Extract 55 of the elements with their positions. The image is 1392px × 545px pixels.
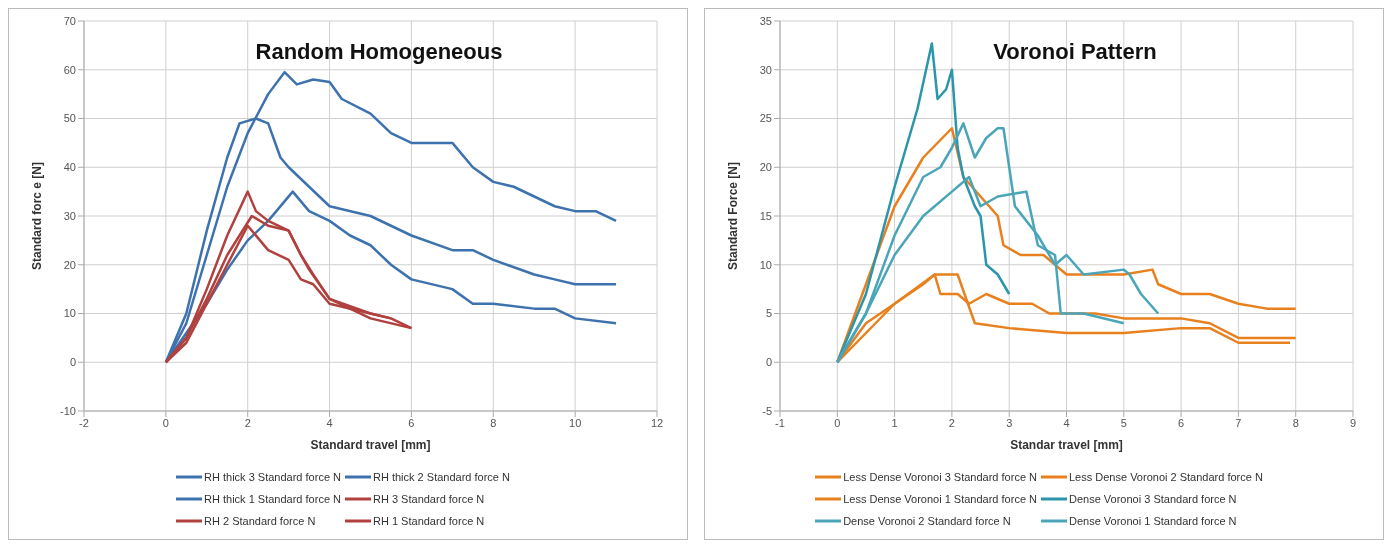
x-tick-label: 2 — [948, 416, 955, 429]
y-tick-label: 0 — [765, 356, 772, 369]
legend-label: RH 3 Standard force N — [373, 493, 485, 505]
x-axis-title: Standar travel [mm] — [1010, 438, 1123, 452]
x-tick-label: 4 — [1063, 416, 1070, 429]
y-axis-title: Standard Force [N] — [726, 161, 741, 271]
y-tick-label: 0 — [69, 356, 76, 369]
y-tick-label: 20 — [63, 258, 76, 271]
y-tick-label: 10 — [759, 258, 772, 271]
text: Random Homogeneous — [255, 39, 503, 64]
x-tick-label: 10 — [569, 416, 582, 429]
y-axis-title: Standard forc e [N] — [30, 161, 45, 271]
y-tick-label: 60 — [63, 63, 76, 76]
x-tick-label: 8 — [490, 416, 497, 429]
x-tick-label: 8 — [1292, 416, 1299, 429]
x-tick-label: 12 — [650, 416, 664, 429]
y-tick-label: 30 — [63, 209, 76, 222]
y-tick-label: -5 — [762, 404, 772, 417]
legend-label: RH thick 2 Standard force N — [373, 471, 510, 483]
y-tick-label: 30 — [759, 63, 772, 76]
legend-label: RH 1 Standard force N — [373, 515, 485, 527]
y-tick-label: 25 — [759, 112, 772, 125]
legend-label: RH thick 1 Standard force N — [204, 493, 341, 505]
y-tick-label: -10 — [60, 404, 76, 417]
y-tick-label: 35 — [759, 14, 772, 27]
y-tick-label: 5 — [765, 307, 772, 320]
y-tick-label: 40 — [63, 161, 76, 174]
x-tick-label: 6 — [1178, 416, 1185, 429]
x-tick-label: -2 — [79, 416, 89, 429]
legend-label: RH thick 3 Standard force N — [204, 471, 341, 483]
x-tick-label: 1 — [891, 416, 898, 429]
y-tick-label: 50 — [63, 112, 76, 125]
legend-label: Less Dense Voronoi 1 Standard force N — [843, 493, 1037, 505]
x-tick-label: 2 — [244, 416, 251, 429]
legend-label: Less Dense Voronoi 2 Standard force N — [1069, 471, 1263, 483]
x-tick-label: 7 — [1235, 416, 1242, 429]
x-tick-label: 0 — [834, 416, 841, 429]
text: Voronoi Pattern — [993, 39, 1157, 64]
legend-label: Dense Voronoi 2 Standard force N — [843, 515, 1011, 527]
legend-label: Dense Voronoi 1 Standard force N — [1069, 515, 1237, 527]
x-axis-title: Standard travel [mm] — [310, 438, 431, 452]
legend-label: RH 2 Standard force N — [204, 515, 316, 527]
y-tick-label: 15 — [759, 209, 772, 222]
y-tick-label: 10 — [63, 307, 76, 320]
legend-label: Dense Voronoi 3 Standard force N — [1069, 493, 1237, 505]
x-tick-label: 6 — [408, 416, 415, 429]
y-tick-label: 20 — [759, 161, 772, 174]
x-tick-label: 5 — [1120, 416, 1127, 429]
x-tick-label: 4 — [326, 416, 333, 429]
x-tick-label: 0 — [162, 416, 169, 429]
x-tick-label: 3 — [1006, 416, 1013, 429]
y-tick-label: 70 — [63, 14, 76, 27]
x-tick-label: 9 — [1349, 416, 1357, 429]
x-tick-label: -1 — [775, 416, 785, 429]
legend-label: Less Dense Voronoi 3 Standard force N — [843, 471, 1037, 483]
